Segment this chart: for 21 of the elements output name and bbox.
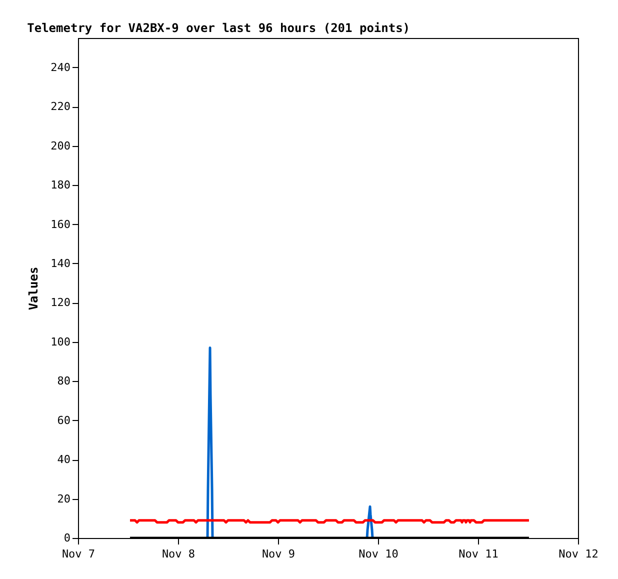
y-axis-title: Values bbox=[26, 266, 41, 310]
x-tick-label: Nov 12 bbox=[558, 548, 598, 560]
y-tick-label: 140 bbox=[50, 256, 70, 270]
x-tick-label: Nov 9 bbox=[262, 548, 296, 560]
y-tick-label: 100 bbox=[50, 335, 70, 348]
x-tick-label: Nov 7 bbox=[62, 548, 96, 560]
y-tick-label: 20 bbox=[57, 492, 70, 506]
y-tick-label: 60 bbox=[57, 414, 70, 427]
x-tick-label: Nov 10 bbox=[358, 548, 398, 560]
x-tick-label: Nov 8 bbox=[162, 548, 196, 560]
y-tick-label: 120 bbox=[50, 296, 70, 310]
y-tick-label: 180 bbox=[50, 178, 70, 192]
x-tick-label: Nov 11 bbox=[458, 548, 498, 560]
y-tick-label: 240 bbox=[50, 60, 70, 74]
y-tick-label: 40 bbox=[57, 453, 70, 466]
y-tick-label: 80 bbox=[57, 374, 70, 388]
y-tick-label: 0 bbox=[64, 532, 70, 544]
chart-title: Telemetry for VA2BX-9 over last 96 hours (201 points) bbox=[27, 21, 410, 35]
y-tick-label: 200 bbox=[50, 139, 70, 152]
y-tick-label: 160 bbox=[50, 218, 70, 231]
y-tick-label: 220 bbox=[50, 100, 70, 114]
